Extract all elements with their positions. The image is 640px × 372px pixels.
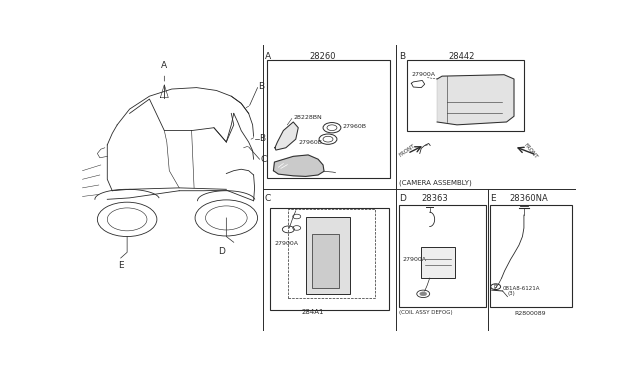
Polygon shape [437,75,514,125]
Text: 28260: 28260 [310,52,336,61]
Text: 28228BN: 28228BN [293,115,322,120]
Text: FRONT: FRONT [398,142,417,157]
Text: FRONT: FRONT [522,143,538,160]
Text: (3): (3) [508,291,515,296]
Text: (COIL ASSY DEFOG): (COIL ASSY DEFOG) [399,310,452,315]
Bar [408,60,524,131]
Text: C: C [264,193,271,203]
Bar [268,60,390,178]
Text: 27900A: 27900A [275,241,298,246]
Polygon shape [275,122,298,150]
Text: E: E [118,261,124,270]
Circle shape [420,292,427,296]
Bar [399,205,486,307]
Text: 284A1: 284A1 [302,310,324,315]
Text: A: A [264,52,271,61]
Text: B: B [260,134,266,143]
Text: B: B [399,52,405,61]
Bar [421,247,455,278]
Text: 27960B: 27960B [298,140,323,145]
Text: 27960B: 27960B [343,124,367,129]
Text: 27900A: 27900A [412,72,435,77]
Text: 28442: 28442 [449,52,475,61]
Text: D: D [399,193,406,203]
Text: B: B [494,284,497,289]
Text: 081A8-6121A: 081A8-6121A [502,286,540,291]
Text: D: D [218,247,225,256]
Text: R2800089: R2800089 [515,311,546,316]
Bar [312,234,339,288]
Text: E: E [490,193,495,203]
Bar [306,217,350,294]
Text: A: A [161,61,168,70]
Bar [270,208,389,310]
Bar [490,205,572,307]
Text: 27900A: 27900A [403,257,426,262]
Text: C: C [260,155,267,164]
Text: (CAMERA ASSEMBLY): (CAMERA ASSEMBLY) [399,180,472,186]
Polygon shape [273,155,324,176]
Bar [288,209,375,298]
Text: 28363: 28363 [421,193,448,203]
Text: B: B [259,82,265,91]
Text: 28360NA: 28360NA [509,193,548,203]
